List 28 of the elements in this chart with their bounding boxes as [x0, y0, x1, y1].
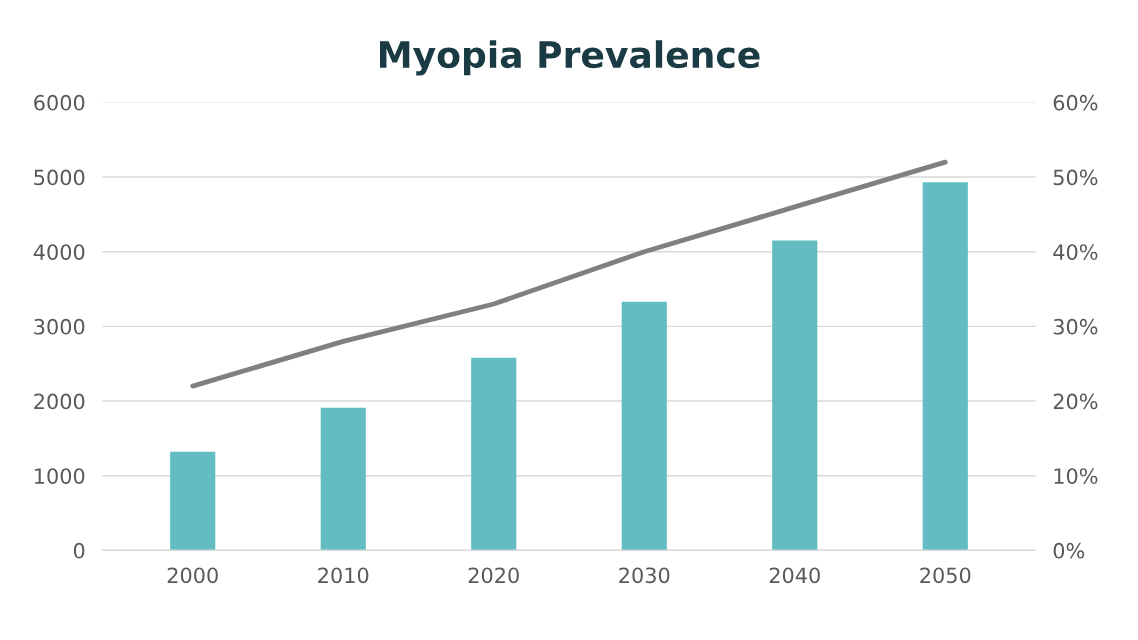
chart-title: Myopia Prevalence	[380, 40, 760, 76]
bar	[621, 301, 667, 551]
y2-tick-label: 10%	[1054, 468, 1098, 484]
bar	[922, 182, 968, 551]
x-tick-label: 2030	[619, 567, 670, 584]
x-tick-label: 2020	[468, 567, 519, 584]
x-tick-label: 2000	[167, 567, 218, 584]
x-tick-label: 2040	[769, 567, 820, 584]
y-tick-label: 3000	[34, 318, 85, 335]
y2-tick-label: 40%	[1053, 244, 1098, 260]
x-tick-label: 2010	[318, 567, 369, 584]
x-tick-label: 2050	[920, 567, 971, 584]
y-tick-label: 4000	[33, 244, 85, 260]
y2-tick-label: 60%	[1053, 94, 1098, 111]
y-tick-label: 2000	[34, 393, 85, 410]
bar	[471, 357, 517, 551]
bar	[772, 240, 818, 551]
y2-tick-label: 20%	[1053, 393, 1098, 410]
y-tick-label: 1000	[35, 468, 85, 484]
y-tick-label: 0	[73, 542, 85, 559]
y2-tick-label: 50%	[1053, 169, 1098, 186]
bar	[170, 451, 216, 551]
y2-tick-label: 30%	[1053, 318, 1098, 335]
y-tick-label: 6000	[34, 94, 85, 111]
y-tick-label: 5000	[34, 169, 85, 186]
line-series	[190, 159, 948, 389]
y2-tick-label: 0%	[1053, 542, 1085, 559]
bar	[320, 407, 366, 551]
